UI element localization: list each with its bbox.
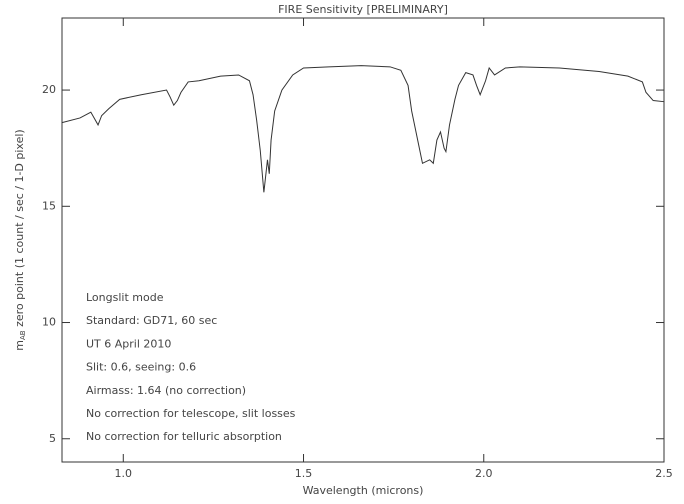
y-label-sub: AB [19,330,27,340]
x-tick-label: 1.0 [115,467,133,480]
plot-frame [61,17,665,463]
x-tick-label: 1.5 [295,467,313,480]
annotation: No correction for telluric absorption [86,430,282,443]
y-tick-label: 5 [49,432,56,445]
annotation: Slit: 0.6, seeing: 0.6 [86,361,196,374]
x-axis-label: Wavelength (microns) [303,484,424,497]
y-tick-label: 10 [42,316,56,329]
annotation: UT 6 April 2010 [86,337,171,350]
data-line [61,65,665,193]
annotation: Airmass: 1.64 (no correction) [86,384,246,397]
x-tick-label: 2.0 [475,467,493,480]
annotation: Standard: GD71, 60 sec [86,314,217,327]
y-label-main: m [13,340,26,351]
annotation: No correction for telescope, slit losses [86,407,296,420]
y-axis-label: mAB zero point (1 count / sec / 1-D pixe… [13,129,27,350]
annotation: Longslit mode [86,291,164,304]
x-tick-label: 2.5 [655,467,673,480]
y-label-rest: zero point (1 count / sec / 1-D pixel) [13,129,26,330]
chart-title: FIRE Sensitivity [PRELIMINARY] [278,3,448,16]
y-tick-label: 15 [42,199,56,212]
y-tick-label: 20 [42,83,56,96]
